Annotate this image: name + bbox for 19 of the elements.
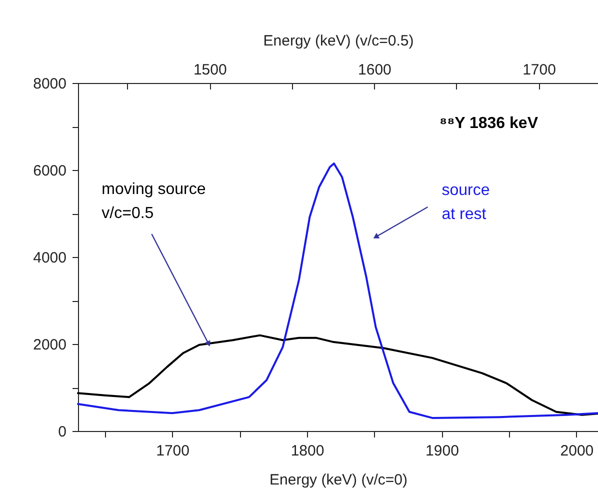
annotation: ⁸⁸Y 1836 keV xyxy=(440,115,538,132)
y-tick-label: 8000 xyxy=(33,76,66,92)
x2-axis-title: Energy (keV) (v/c=0.5) xyxy=(263,32,414,50)
x-tick-label: 2000 xyxy=(560,442,594,460)
line-series xyxy=(77,162,598,419)
x-axis-title: Energy (keV) (v/c=0) xyxy=(270,472,408,488)
x-tick-label: 1800 xyxy=(290,442,324,460)
x-tick-label: 1700 xyxy=(156,442,190,460)
annotation: source at rest xyxy=(442,182,490,223)
y-tick-label: 0 xyxy=(58,424,66,440)
x2-tick-label: 1500 xyxy=(193,62,227,78)
y-tick-label: 2000 xyxy=(33,336,66,354)
x-tick-label: 1900 xyxy=(426,442,459,460)
x2-tick-label: 1600 xyxy=(358,62,392,78)
y-tick-label: 6000 xyxy=(33,162,66,180)
y-tick-label: 4000 xyxy=(33,250,66,266)
line-series xyxy=(77,334,598,416)
x2-tick-label: 1700 xyxy=(522,62,556,78)
annotation: moving source v/c=0.5 xyxy=(102,181,206,222)
